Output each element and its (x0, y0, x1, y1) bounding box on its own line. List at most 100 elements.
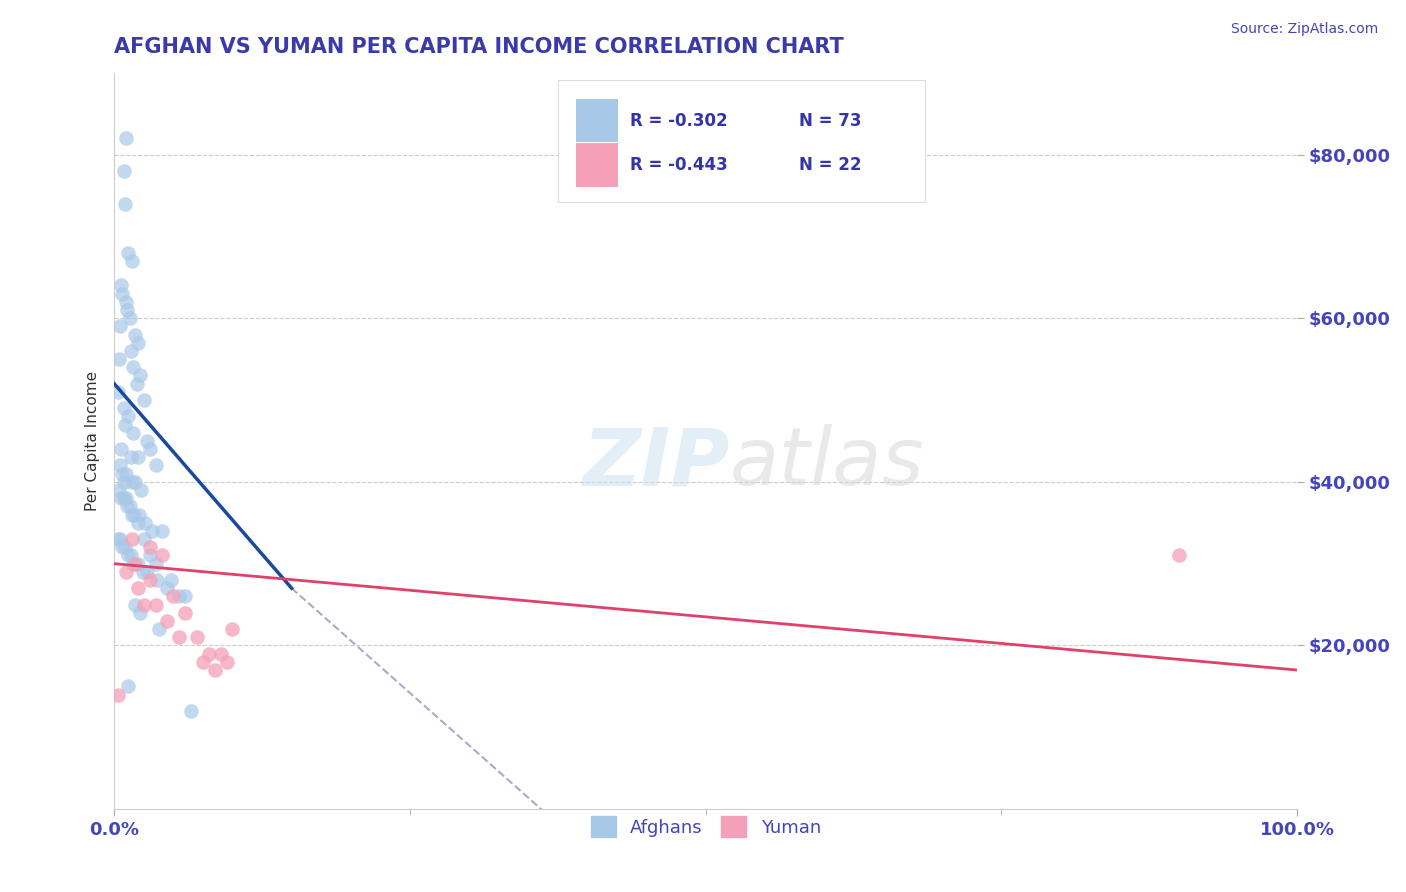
Point (120, 549, 142, 563)
Point (121, 508, 143, 522)
Point (117, 245, 139, 260)
Point (146, 573, 169, 587)
Point (204, 663, 226, 677)
Point (124, 557, 146, 571)
Point (110, 442, 132, 457)
Point (110, 278, 132, 293)
Text: ZIP: ZIP (582, 424, 730, 502)
Point (108, 319, 131, 334)
Text: N = 22: N = 22 (799, 156, 862, 174)
Point (115, 303, 138, 318)
Point (156, 581, 179, 595)
FancyBboxPatch shape (558, 80, 925, 202)
Point (1167, 549, 1189, 563)
Text: R = -0.302: R = -0.302 (630, 112, 727, 129)
Point (209, 647, 232, 661)
Point (112, 164, 135, 178)
Point (115, 491, 138, 506)
Point (114, 196, 136, 211)
Point (121, 254, 143, 268)
Point (107, 532, 129, 546)
Point (117, 549, 139, 563)
Point (167, 630, 190, 644)
Point (160, 573, 183, 587)
Point (138, 442, 160, 457)
Point (115, 565, 138, 579)
Point (115, 500, 138, 514)
Point (118, 311, 141, 326)
Point (108, 483, 131, 497)
Point (127, 335, 149, 350)
Point (127, 516, 149, 530)
Text: R = -0.443: R = -0.443 (630, 156, 728, 174)
Point (111, 467, 134, 481)
Point (122, 557, 145, 571)
Text: N = 73: N = 73 (799, 112, 862, 129)
Point (120, 343, 142, 358)
Y-axis label: Per Capita Income: Per Capita Income (86, 371, 100, 511)
Point (215, 655, 238, 669)
Point (122, 425, 145, 440)
Point (148, 622, 170, 636)
Point (124, 327, 146, 342)
Point (112, 491, 135, 506)
Point (186, 630, 208, 644)
Point (125, 376, 148, 391)
Point (131, 565, 153, 579)
Point (115, 467, 138, 481)
Point (198, 647, 221, 661)
Point (112, 401, 135, 416)
Point (132, 598, 155, 612)
Point (111, 541, 134, 555)
Point (156, 614, 179, 628)
Point (162, 590, 184, 604)
Point (141, 524, 163, 538)
Point (110, 491, 132, 506)
Point (107, 384, 129, 399)
Point (108, 532, 131, 546)
Point (167, 590, 190, 604)
Text: Source: ZipAtlas.com: Source: ZipAtlas.com (1230, 22, 1378, 37)
Point (115, 294, 138, 309)
Point (145, 458, 167, 473)
Point (138, 541, 160, 555)
Point (136, 565, 159, 579)
Point (120, 450, 142, 465)
Point (114, 417, 136, 432)
Point (115, 131, 138, 145)
Point (138, 549, 160, 563)
Point (111, 286, 134, 301)
Point (124, 598, 146, 612)
Point (221, 622, 243, 636)
Point (180, 704, 202, 718)
Point (174, 590, 197, 604)
Point (138, 573, 160, 587)
Point (132, 392, 155, 407)
Point (114, 541, 136, 555)
Point (174, 606, 197, 620)
Point (150, 524, 173, 538)
Point (150, 549, 173, 563)
Point (127, 557, 149, 571)
Point (136, 434, 159, 448)
FancyBboxPatch shape (575, 99, 619, 143)
Point (145, 598, 167, 612)
Point (127, 450, 149, 465)
Point (191, 655, 214, 669)
Point (124, 508, 146, 522)
Point (121, 532, 143, 546)
Point (129, 606, 152, 620)
Point (112, 475, 135, 489)
Point (117, 409, 139, 424)
Text: atlas: atlas (730, 424, 924, 502)
Point (108, 458, 131, 473)
Point (128, 508, 150, 522)
Point (107, 688, 129, 702)
Legend: Afghans, Yuman: Afghans, Yuman (583, 809, 828, 845)
Point (129, 368, 152, 383)
Point (145, 557, 167, 571)
Point (127, 581, 149, 595)
Point (132, 532, 155, 546)
Point (124, 475, 146, 489)
Point (121, 475, 143, 489)
